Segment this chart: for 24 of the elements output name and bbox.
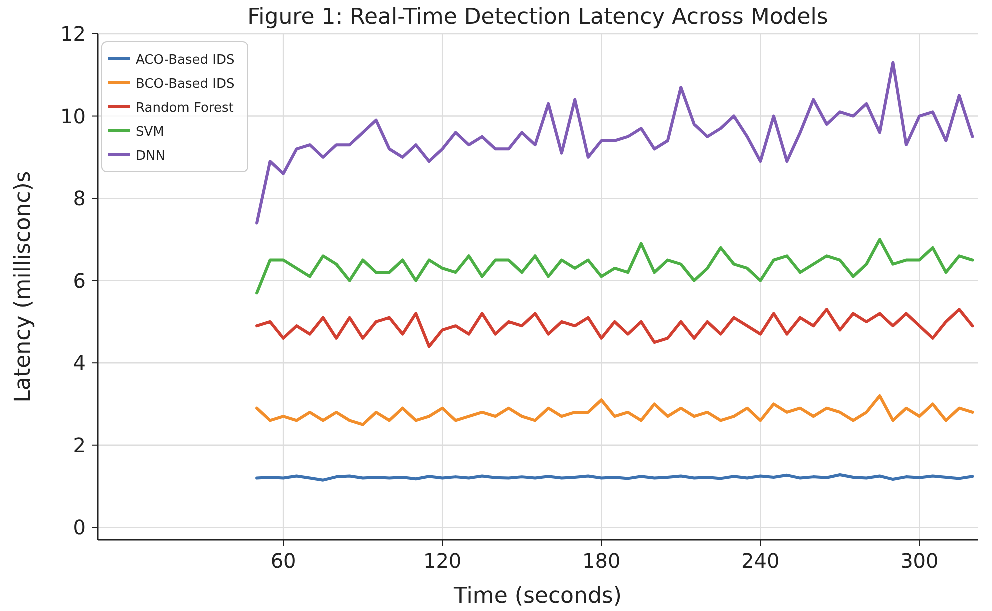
y-tick-label: 2 — [73, 433, 86, 458]
y-tick-label: 10 — [60, 104, 86, 128]
x-tick-label: 60 — [270, 549, 296, 573]
x-tick-label: 240 — [742, 549, 780, 573]
x-axis-title: Time (seconds) — [453, 584, 622, 609]
line-series — [256, 61, 974, 225]
x-tick-label: 120 — [423, 549, 462, 573]
legend-label: BCO-Based IDS — [136, 77, 235, 92]
chart-title: Figure 1: Real-Time Detection Latency Across Models — [248, 5, 828, 30]
legend-label: Random Forest — [136, 101, 234, 116]
y-tick-label: 0 — [73, 516, 86, 540]
x-tick-label: 180 — [582, 549, 621, 573]
y-tick-label: 12 — [60, 22, 86, 46]
line-series — [256, 238, 974, 295]
y-tick-label: 4 — [73, 351, 86, 376]
y-tick-label: 8 — [73, 186, 86, 211]
x-tick-label: 300 — [900, 549, 939, 573]
y-tick-label: 6 — [73, 268, 86, 293]
legend-label: DNN — [136, 149, 166, 164]
legend-label: ACO-Based IDS — [136, 53, 235, 68]
y-axis-title: Latency (millisconc)s — [11, 171, 36, 403]
legend-label: SVM — [136, 125, 164, 140]
line-series — [256, 394, 974, 426]
line-series — [256, 308, 974, 348]
